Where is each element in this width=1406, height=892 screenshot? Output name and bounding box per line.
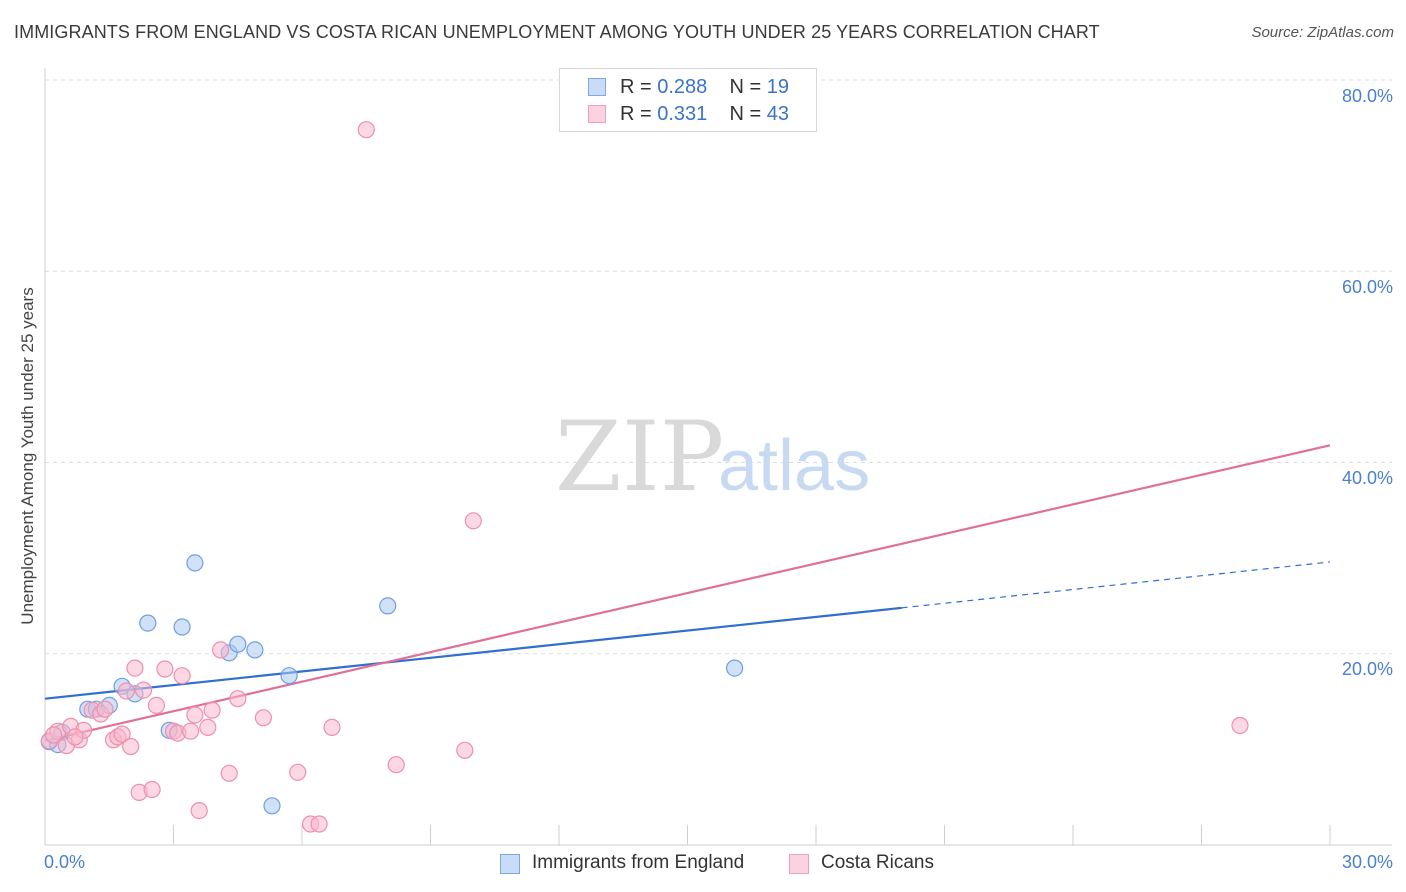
data-point (357, 121, 375, 139)
legend-label: Costa Ricans (821, 852, 934, 873)
r-label: R = (620, 76, 652, 98)
gridlines (45, 79, 1392, 655)
data-point (323, 718, 341, 737)
data-point (212, 641, 230, 659)
watermark-zip: ZIP (555, 401, 724, 513)
r-value: 0.288 (657, 76, 708, 98)
n-label: N = (729, 76, 762, 98)
data-point (190, 801, 208, 820)
n-value: 43 (766, 103, 790, 125)
data-point (310, 815, 328, 833)
data-point (203, 701, 221, 719)
data-point (725, 659, 744, 677)
trend-line (44, 444, 1331, 742)
y-axis-label: Unemployment Among Youth under 25 years (18, 287, 37, 625)
data-point (229, 635, 247, 653)
data-point (464, 512, 482, 530)
y-tick-label: 20.0% (1341, 659, 1393, 679)
data-point (139, 614, 157, 632)
series-costa-ricans (40, 121, 1249, 833)
data-point (280, 667, 298, 685)
data-point (173, 667, 191, 685)
watermark-atlas: atlas (718, 426, 870, 506)
source-credit: Source: ZipAtlas.com (1251, 24, 1394, 41)
data-point (96, 700, 114, 718)
correlation-legend: R = 0.288 N = 19 R = 0.331 N = 43 (559, 68, 817, 132)
x-tick-label: 30.0% (1341, 852, 1393, 872)
legend-swatch (500, 854, 520, 874)
r-label: R = (620, 103, 652, 125)
data-point (246, 641, 264, 659)
data-point (113, 725, 131, 743)
watermark: ZIP atlas (555, 401, 870, 513)
x-tick-label: 0.0% (44, 852, 86, 872)
data-point (44, 726, 63, 744)
data-point (263, 797, 281, 815)
y-tick-label: 80.0% (1341, 86, 1393, 106)
data-point (254, 709, 272, 727)
data-point (1231, 716, 1249, 735)
data-point (289, 763, 307, 781)
data-point (182, 722, 200, 740)
data-point (147, 696, 165, 715)
legend-swatch (588, 78, 606, 96)
y-tick-label: 40.0% (1341, 468, 1393, 488)
data-point (186, 706, 204, 724)
chart-title: IMMIGRANTS FROM ENGLAND VS COSTA RICAN U… (14, 22, 1100, 42)
legend-swatch (789, 854, 809, 874)
data-point (156, 660, 174, 678)
data-point (220, 764, 238, 782)
n-label: N = (729, 103, 762, 125)
trend-lines (44, 444, 1331, 742)
data-point (186, 554, 204, 572)
data-point (66, 728, 84, 746)
legend-label: Immigrants from England (532, 852, 745, 873)
data-point (126, 659, 144, 677)
n-value: 19 (766, 76, 790, 98)
data-point (117, 682, 136, 700)
data-point (229, 690, 247, 708)
data-point (456, 741, 474, 759)
data-point (122, 737, 140, 756)
r-value: 0.331 (657, 103, 708, 125)
data-point (173, 618, 191, 636)
data-point (143, 780, 161, 799)
data-point (387, 756, 405, 774)
data-point (134, 681, 153, 699)
trend-line (44, 606, 902, 700)
trend-line-extension (901, 561, 1331, 609)
axes (44, 68, 1392, 846)
data-points (40, 121, 1249, 833)
data-point (379, 597, 397, 615)
y-tick-label: 60.0% (1341, 277, 1393, 297)
legend-swatch (588, 105, 606, 123)
data-point (199, 718, 217, 737)
